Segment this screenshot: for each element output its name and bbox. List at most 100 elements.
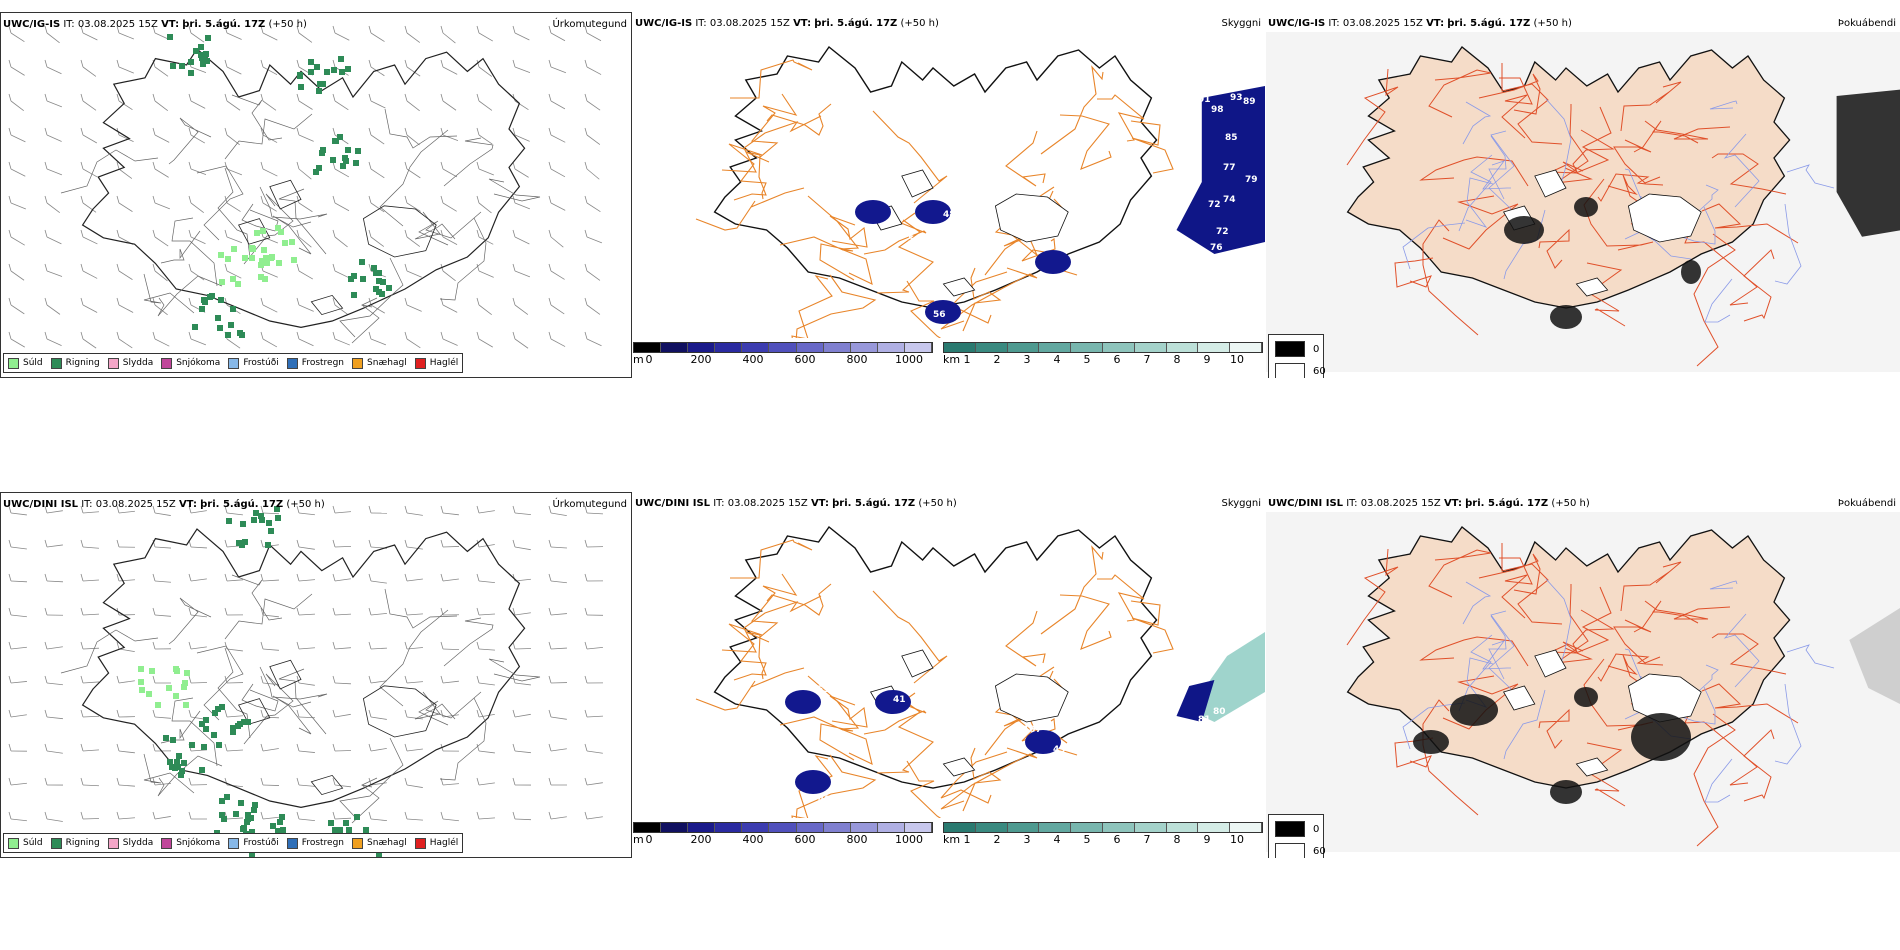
wind-barb [476,161,494,176]
wind-barb [548,811,567,820]
wind-barb [440,641,460,651]
precip-cell [333,138,339,144]
low-visibility-area [1176,680,1215,722]
wind-barb [584,195,601,213]
wind-barb [512,195,531,210]
glacier-outline [269,659,302,690]
road-line [1597,653,1664,682]
legend-swatch [107,357,119,369]
glacier-outline [1575,757,1609,777]
wind-barb [368,505,388,514]
precip-type-map[interactable]: UWC/IG-IS IT: 03.08.2025 15Z VT: þri. 5.… [0,12,632,378]
colorbar-tick: 8 [1173,353,1181,366]
river-line [1678,686,1716,725]
wind-barb [224,127,240,146]
legend-item: Rigning [50,837,100,849]
wind-barb [476,675,495,686]
visibility-map[interactable]: 53 55 41 113 107 81 80 83 49 45 UWC/DINI ISL IT: 0… [633,492,1265,858]
colorbar-tick: 3 [1023,353,1031,366]
visibility-colorbar: km 1 2 3 4 5 6 7 8 9 10 [943,822,1263,850]
wind-barb [332,93,349,111]
fog-indicator-map[interactable]: UWC/DINI ISL IT: 03.08.2025 15Z VT: þri.… [1266,492,1900,858]
legend-label: Snjókoma [176,358,221,368]
wind-barb [440,573,459,582]
colorbar-bin [1071,343,1103,352]
river-line [1723,133,1760,208]
panel-title: Þokuábendi [1837,18,1896,29]
wind-barb [512,641,532,650]
wind-barb [404,709,423,720]
road-line [1684,218,1758,306]
wind-barb [548,195,566,211]
river-line [1488,610,1515,690]
river-line [1624,231,1692,260]
precip-cell [201,53,207,59]
wind-barb [476,709,495,718]
legend-label: Frostregn [301,358,345,368]
colorbar-bin [1134,343,1167,352]
colorbar-tick: 5 [1083,353,1091,366]
wind-barb [548,127,566,143]
fog-legend-swatch [1275,341,1305,357]
vt-label: VT: [1426,18,1445,29]
fog-indicator-map-canvas[interactable] [1266,492,1900,858]
colorbar-bin [661,823,689,832]
precip-cell [182,680,188,686]
visibility-value-label: 56 [933,310,946,320]
road-line [876,699,934,774]
fog-indicator-map-canvas[interactable] [1266,12,1900,378]
wind-barb [188,127,206,144]
fog-indicator-map[interactable]: UWC/IG-IS IT: 03.08.2025 15Z VT: þri. 5.… [1266,12,1900,378]
wind-barb [224,93,241,111]
visibility-value-label: 98 [1211,105,1224,115]
visibility-map[interactable]: 91 98 93 89 85 77 79 72 74 72 76 79 48 79 54 56 UWC/IG-I… [633,12,1265,378]
it-value: 03.08.2025 15Z [1360,498,1441,509]
road-line [143,273,195,314]
colorbar-tick: 5 [1083,833,1091,846]
precip-cell [270,823,276,829]
precip-type-map-canvas[interactable] [1,13,632,378]
precip-cell [263,255,269,261]
fog-legend-label: 60 [1313,365,1326,377]
wind-barb [476,127,493,145]
road-line [940,267,1038,330]
road-line [157,755,223,797]
precip-cell [170,63,176,69]
colorbar-bin [1166,343,1199,352]
wind-barb [260,25,278,41]
precip-cell [340,163,346,169]
precip-cell [215,706,221,712]
wind-barb [512,161,529,178]
precip-type-map[interactable]: UWC/DINI ISL IT: 03.08.2025 15Z VT: þri.… [0,492,632,858]
precip-type-legend: Súld Rigning Slydda Snjókoma Frostúði Frostre… [3,833,464,853]
wind-barb [44,607,64,616]
wind-barb [332,539,352,548]
wind-barb [368,607,387,616]
wind-barb [476,743,495,754]
wind-barb [368,229,385,247]
wind-barb [404,607,423,616]
colorbar-bin [877,823,905,832]
road-line [439,697,487,781]
glacier-outline [362,685,437,738]
wind-barb [476,229,494,245]
wind-barb [404,811,423,821]
wind-barb [404,59,421,77]
wind-barb [188,607,207,618]
glacier-outline [362,205,437,258]
colorbar-tick: 2 [993,353,1001,366]
colorbar-bin [823,823,851,832]
wind-barb [548,505,567,517]
lead-time: (+50 h) [918,498,957,509]
wind-barb [80,777,100,787]
wind-barb [332,573,351,582]
precip-type-map-canvas[interactable] [1,493,632,858]
precip-cell [371,265,377,271]
it-label: IT: [713,498,725,509]
wind-barb [116,811,135,820]
precip-cell [298,84,304,90]
road-line [940,751,1008,804]
wind-barb [440,127,459,142]
